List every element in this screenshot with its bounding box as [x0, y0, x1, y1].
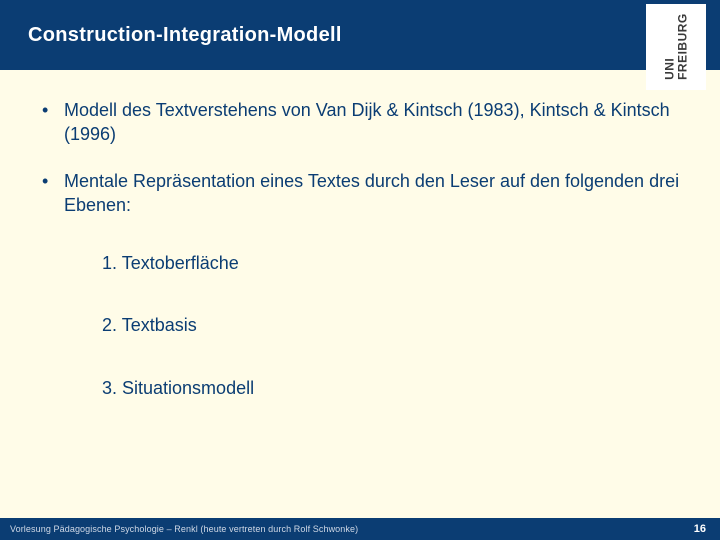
numbered-list: 1. Textoberfläche 2. Textbasis 3. Situat… — [40, 251, 680, 400]
bullet-item: Modell des Textverstehens von Van Dijk &… — [40, 98, 680, 147]
bullet-text: Modell des Textverstehens von Van Dijk &… — [64, 100, 670, 144]
logo-text: UNI FREIBURG — [663, 14, 688, 81]
bullet-list: Modell des Textverstehens von Van Dijk &… — [40, 98, 680, 217]
bullet-text: Mentale Repräsentation eines Textes durc… — [64, 171, 679, 215]
bullet-item: Mentale Repräsentation eines Textes durc… — [40, 169, 680, 218]
slide-title: Construction-Integration-Modell — [28, 24, 342, 47]
slide-header: Construction-Integration-Modell UNI FREI… — [0, 0, 720, 70]
logo-line2: FREIBURG — [675, 14, 689, 81]
numbered-item: 2. Textbasis — [102, 313, 680, 337]
page-number: 16 — [694, 523, 706, 535]
university-logo: UNI FREIBURG — [646, 4, 706, 90]
slide-footer: Vorlesung Pädagogische Psychologie – Ren… — [0, 518, 720, 540]
slide-body: Modell des Textverstehens von Van Dijk &… — [0, 70, 720, 400]
logo-line1: UNI — [662, 58, 676, 80]
footer-text: Vorlesung Pädagogische Psychologie – Ren… — [10, 524, 358, 534]
numbered-item: 1. Textoberfläche — [102, 251, 680, 275]
numbered-item: 3. Situationsmodell — [102, 376, 680, 400]
